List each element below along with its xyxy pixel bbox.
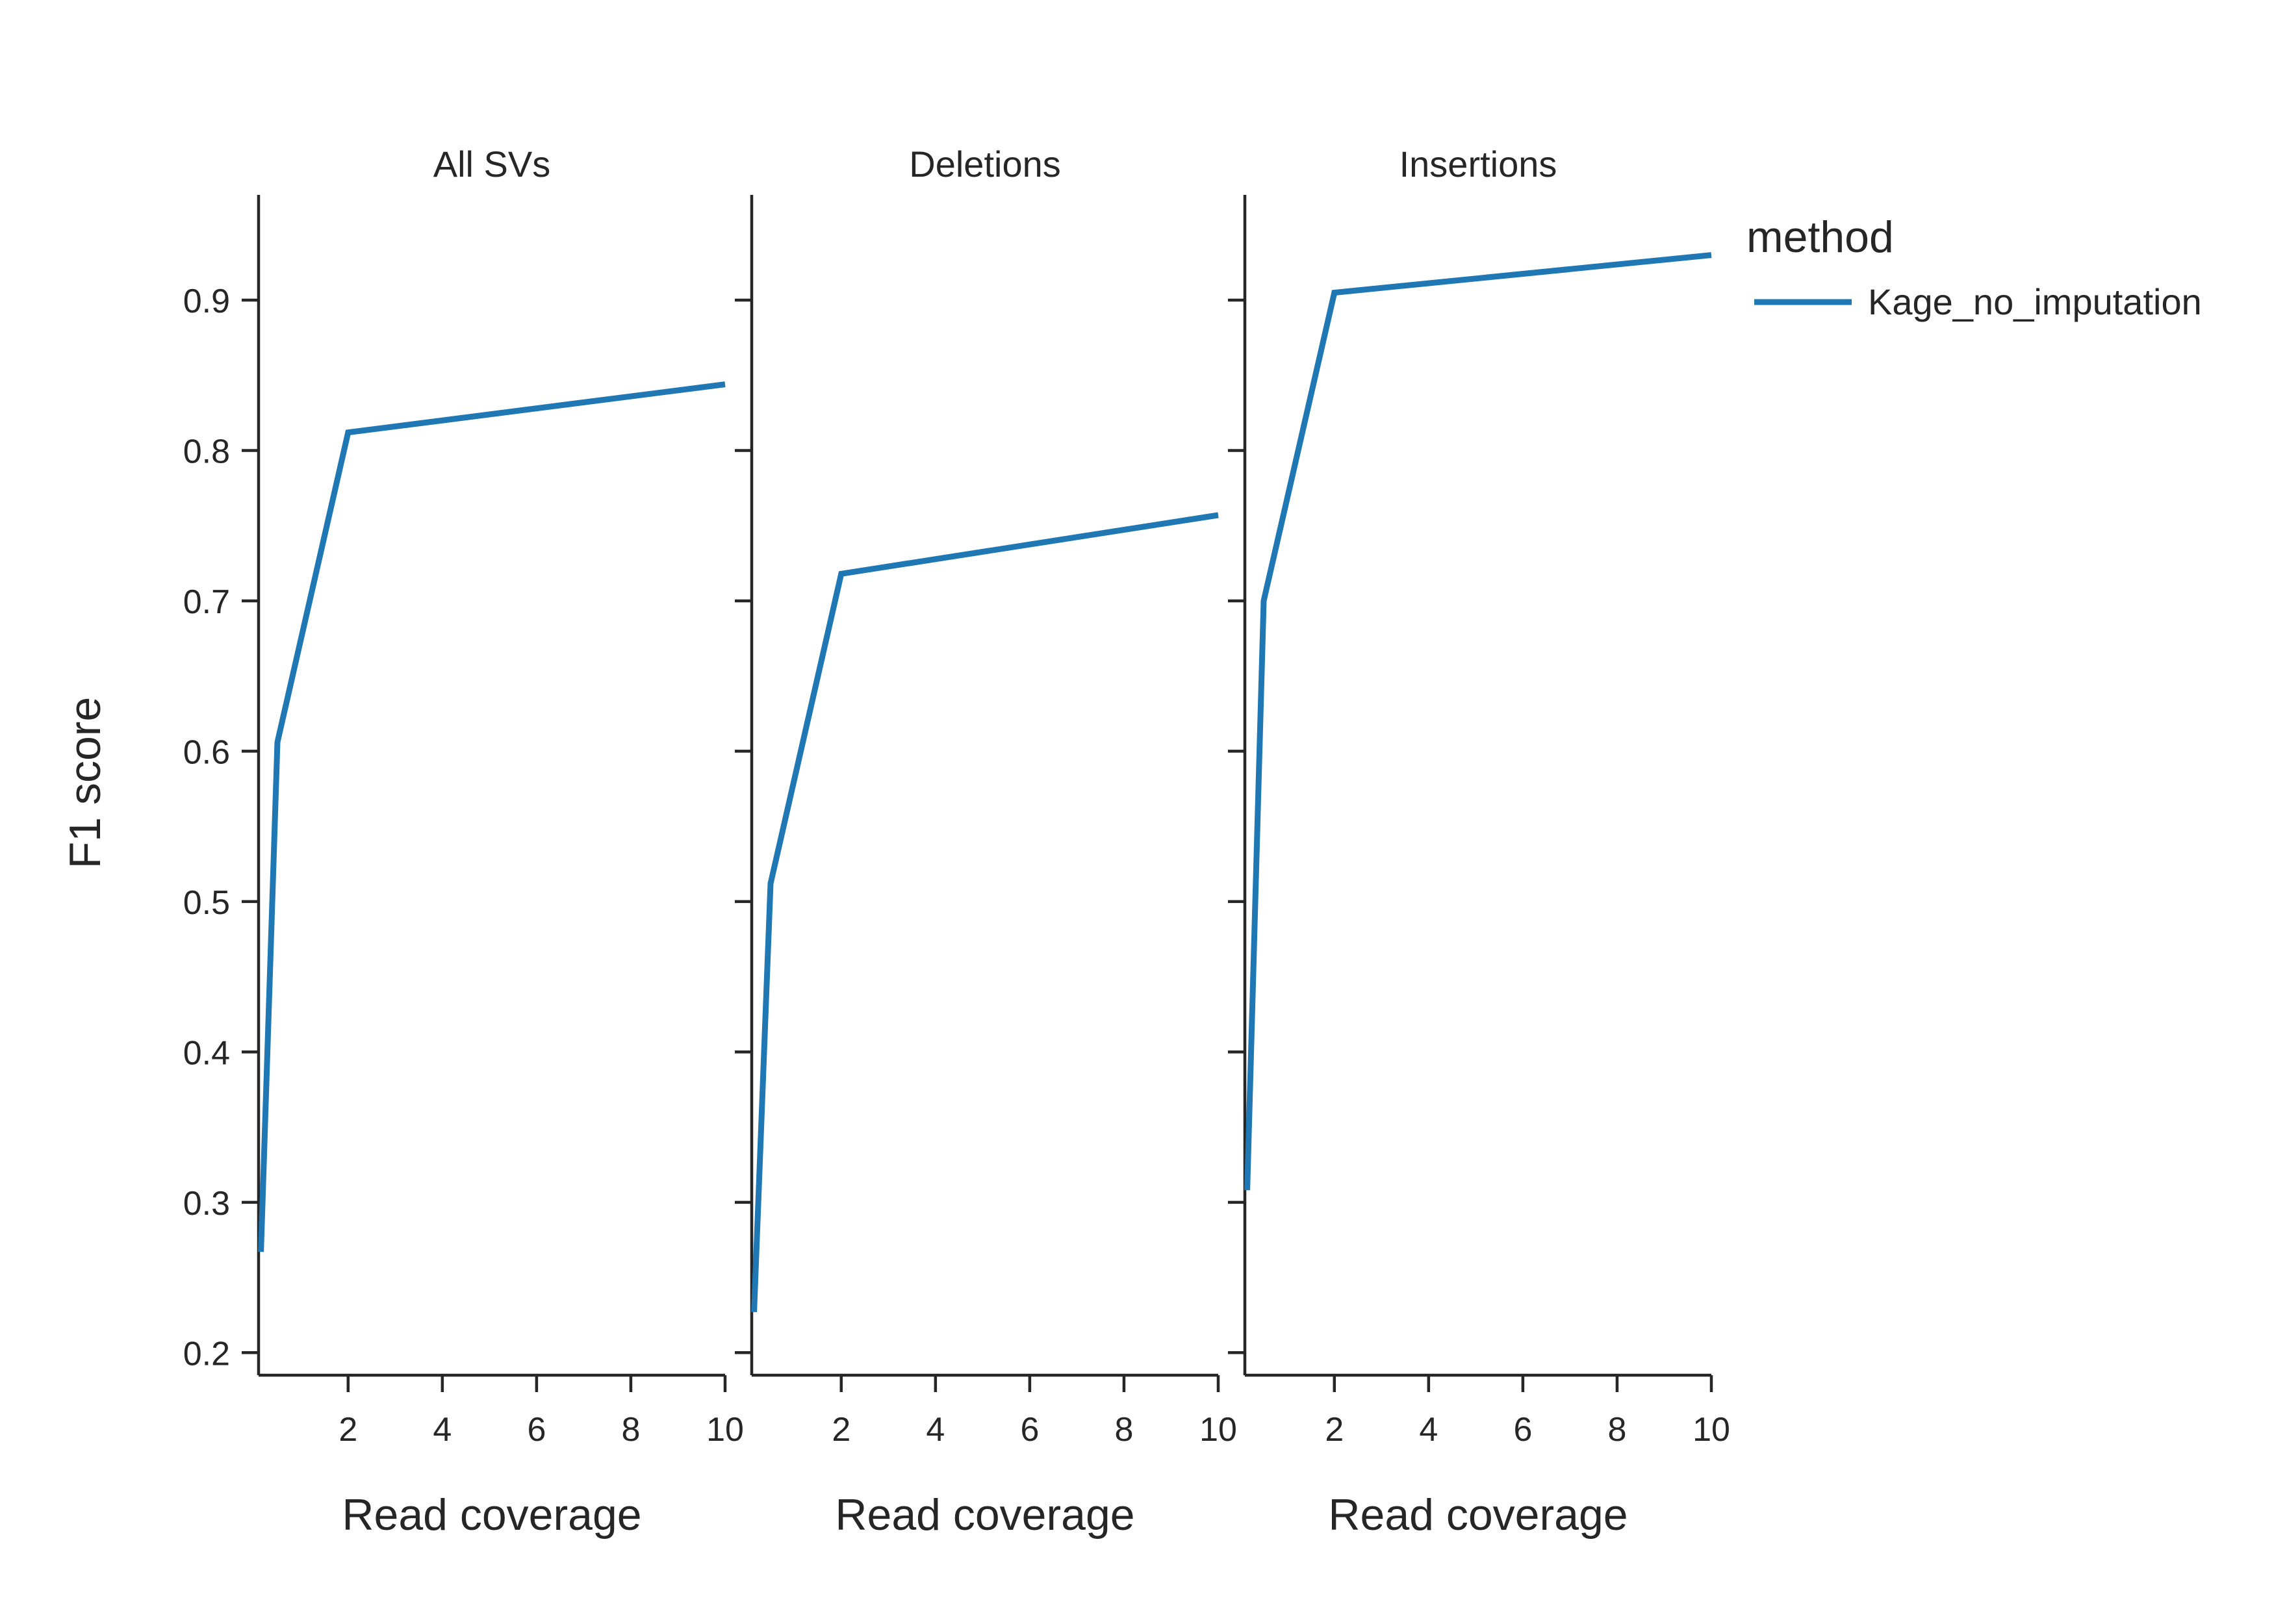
y-tick-label: 0.9: [183, 283, 230, 320]
x-tick-label: 6: [1020, 1411, 1039, 1449]
y-tick-label: 0.4: [183, 1034, 230, 1072]
x-tick-label: 6: [527, 1411, 546, 1449]
y-tick-label: 0.8: [183, 433, 230, 470]
x-tick-label: 10: [706, 1411, 744, 1449]
x-axis-label: Read coverage: [342, 1490, 641, 1540]
x-tick-label: 8: [621, 1411, 640, 1449]
panel-title: All SVs: [433, 144, 551, 184]
legend-title: method: [1746, 212, 1894, 262]
legend: method Kage_no_imputation: [1746, 212, 2202, 322]
facet-panel: 2 4 6 8 10 Insertions Read coverage: [1228, 144, 1730, 1540]
x-tick-label: 4: [433, 1411, 452, 1449]
x-tick-label: 2: [832, 1411, 850, 1449]
y-tick-label: 0.6: [183, 733, 230, 771]
y-axis-label: F1 score: [60, 697, 110, 869]
x-tick-label: 8: [1607, 1411, 1626, 1449]
x-tick-label: 10: [1199, 1411, 1237, 1449]
x-tick-label: 2: [339, 1411, 357, 1449]
x-tick-label: 4: [1419, 1411, 1438, 1449]
x-tick-label: 6: [1513, 1411, 1532, 1449]
panel-title: Deletions: [909, 144, 1060, 184]
y-tick-label: 0.2: [183, 1335, 230, 1373]
x-tick-label: 4: [926, 1411, 945, 1449]
series-line-kage-no-imputation: [258, 381, 726, 1252]
x-tick-label: 10: [1693, 1411, 1730, 1449]
y-tick-label: 0.5: [183, 884, 230, 922]
x-tick-label: 2: [1325, 1411, 1344, 1449]
x-tick-label: 8: [1114, 1411, 1133, 1449]
legend-entry-label: Kage_no_imputation: [1868, 281, 2202, 322]
facet-panel: 0.2 0.3 0.4 0.5 0.6 0.7 0.8 0.9 2 4 6 8 10 All SVs Rea…: [183, 144, 744, 1540]
series-line-kage-no-imputation: [1244, 252, 1712, 1191]
y-tick-label: 0.7: [183, 583, 230, 621]
series-line-kage-no-imputation: [751, 512, 1219, 1312]
facet-panels: 0.2 0.3 0.4 0.5 0.6 0.7 0.8 0.9 2 4 6 8 10 All SVs Rea…: [183, 144, 1730, 1540]
facet-panel: 2 4 6 8 10 Deletions Read coverage: [735, 144, 1237, 1540]
panel-title: Insertions: [1399, 144, 1557, 184]
x-axis-label: Read coverage: [1328, 1490, 1628, 1540]
legend-entries: Kage_no_imputation: [1754, 281, 2202, 322]
y-tick-label: 0.3: [183, 1185, 230, 1223]
x-axis-label: Read coverage: [835, 1490, 1134, 1540]
